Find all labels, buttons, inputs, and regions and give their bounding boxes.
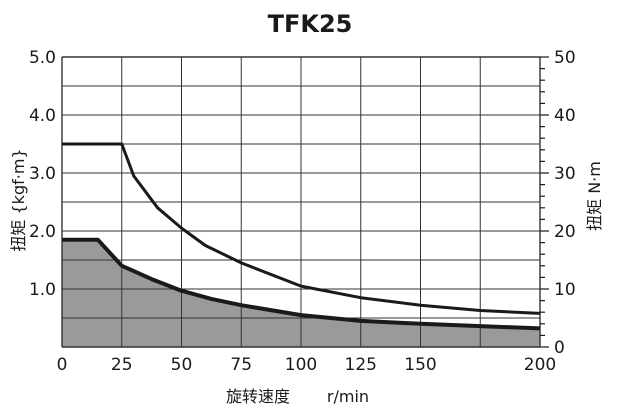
y-tick-label-left: 3.0 <box>29 164 56 184</box>
y-tick-label-right: 50 <box>554 48 576 68</box>
y-tick-label-right: 30 <box>554 164 576 184</box>
y-tick-label-left: 4.0 <box>29 106 56 126</box>
y-tick-label-right: 10 <box>554 280 576 300</box>
chart-title: TFK25 <box>268 10 353 38</box>
y-axis-label-left: 扭矩 {kgf·m} <box>9 148 28 251</box>
y-tick-label-left: 2.0 <box>29 222 56 242</box>
x-tick-label: 25 <box>111 355 133 375</box>
x-tick-label: 75 <box>230 355 252 375</box>
x-tick-label: 50 <box>171 355 193 375</box>
x-tick-label: 150 <box>404 355 436 375</box>
x-axis-unit: r/min <box>327 387 369 406</box>
y-tick-label-left: 1.0 <box>29 280 56 300</box>
x-tick-label: 200 <box>524 355 556 375</box>
series-1-boundary <box>62 237 541 331</box>
y-tick-label-left: 5.0 <box>29 48 56 68</box>
y-axis-label-right: 扭矩 N·m <box>585 161 604 231</box>
x-axis-label: 旋转速度 <box>226 387 290 406</box>
x-tick-label: 0 <box>57 355 68 375</box>
y-tick-label-right: 40 <box>554 106 576 126</box>
series-0-line <box>62 142 541 315</box>
y-tick-label-right: 0 <box>554 338 565 358</box>
x-tick-label: 125 <box>345 355 377 375</box>
x-tick-label: 100 <box>285 355 317 375</box>
y-tick-label-right: 20 <box>554 222 576 242</box>
